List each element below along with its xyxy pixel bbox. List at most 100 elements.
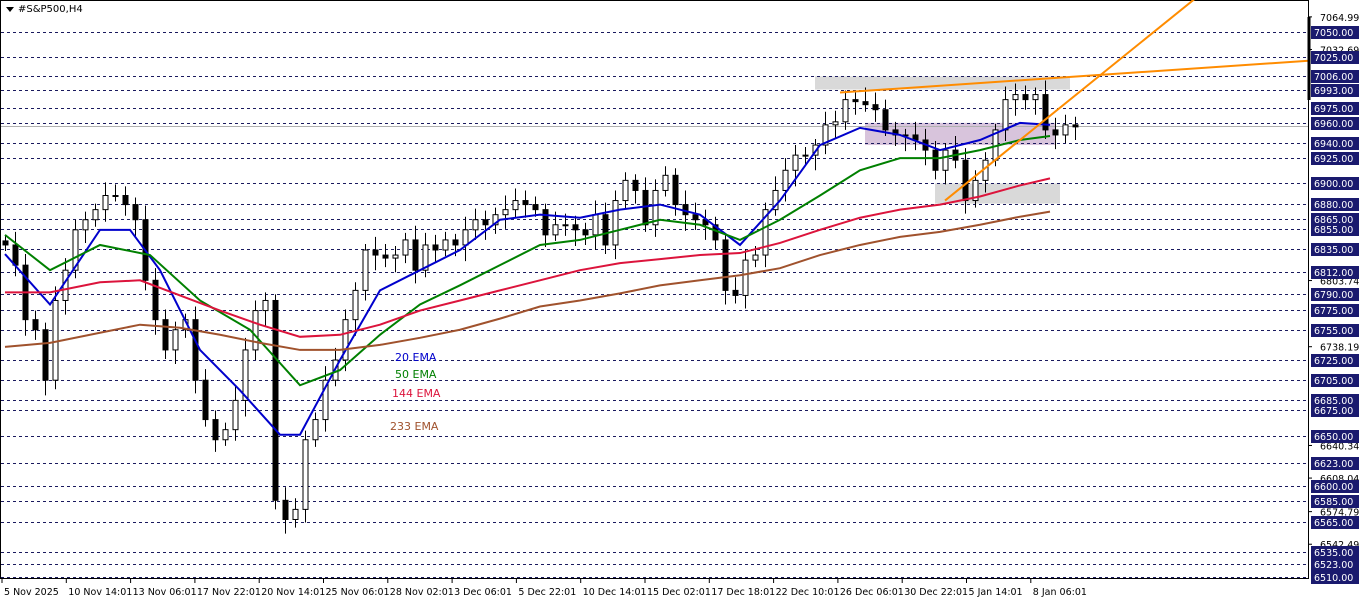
- candle: [602, 202, 609, 255]
- zone-rect-0: [815, 76, 1070, 90]
- level-label-box: [1311, 394, 1359, 407]
- candle: [722, 233, 729, 305]
- candle-body: [232, 399, 239, 431]
- level-label-box: [1311, 304, 1359, 317]
- candle-body: [722, 239, 729, 291]
- candle: [1062, 114, 1069, 144]
- candle-body: [762, 209, 769, 256]
- plot-frame: [0, 0, 1309, 579]
- level-label-box: [1311, 571, 1359, 584]
- candle-body: [622, 179, 629, 202]
- candle: [1072, 116, 1079, 140]
- candle: [542, 203, 549, 247]
- ema-label: 233 EMA: [390, 420, 439, 433]
- candle-body: [802, 154, 809, 157]
- level-price-label: 6975.00: [1311, 102, 1359, 115]
- level-label-text: 6755.00: [1314, 326, 1353, 337]
- candle: [242, 337, 249, 417]
- level-price-label: 7025.00: [1311, 51, 1359, 64]
- level-label-text: 6725.00: [1314, 356, 1353, 367]
- level-price-label: 7050.00: [1311, 26, 1359, 39]
- candle: [842, 90, 849, 130]
- candle-body: [282, 499, 289, 520]
- level-label-box: [1311, 137, 1359, 150]
- candle-body: [1012, 94, 1019, 101]
- level-label-text: 6975.00: [1314, 104, 1353, 115]
- level-label-box: [1311, 374, 1359, 387]
- candle-body: [242, 349, 249, 401]
- candle-body: [222, 429, 229, 441]
- candle: [292, 498, 299, 528]
- level-label-box: [1311, 117, 1359, 130]
- candle: [632, 174, 639, 204]
- level-label-box: [1311, 26, 1359, 39]
- candle-body: [202, 379, 209, 421]
- candle-body: [582, 229, 589, 236]
- level-price-label: 6585.00: [1311, 495, 1359, 508]
- candle-body: [92, 209, 99, 221]
- candle-body: [352, 289, 359, 321]
- candle-body: [82, 219, 89, 231]
- level-label-box: [1311, 404, 1359, 417]
- level-price-label: 6535.00: [1311, 546, 1359, 559]
- level-price-label: 6650.00: [1311, 430, 1359, 443]
- candle-body: [552, 224, 559, 236]
- candle: [962, 148, 969, 214]
- ema-label: 50 EMA: [395, 368, 437, 381]
- candle-body: [212, 419, 219, 441]
- level-label-text: 6623.00: [1314, 459, 1353, 470]
- level-label-box: [1311, 516, 1359, 529]
- candle-body: [312, 419, 319, 441]
- level-label-box: [1311, 223, 1359, 236]
- candle: [492, 207, 499, 234]
- chart-title: #S&P500,H4: [6, 4, 83, 15]
- candle-body: [402, 239, 409, 256]
- candle: [482, 210, 489, 240]
- candle: [52, 286, 59, 390]
- candle-body: [382, 254, 389, 259]
- candle: [692, 202, 699, 230]
- level-price-label: 6993.00: [1311, 84, 1359, 97]
- candle: [362, 243, 369, 301]
- candle: [872, 92, 879, 122]
- candle-body: [502, 209, 509, 216]
- time-tick-label: 5 Nov 2025: [4, 587, 59, 598]
- triangle-down-icon[interactable]: [6, 7, 14, 12]
- candle: [712, 216, 719, 249]
- candle-body: [632, 179, 639, 191]
- level-label-box: [1311, 266, 1359, 279]
- candle-body: [432, 244, 439, 251]
- price-scale-label: 6803.74: [1320, 277, 1359, 288]
- candle-body: [592, 214, 599, 236]
- price-scale-label: 7064.99: [1320, 13, 1359, 24]
- level-label-text: 7006.00: [1314, 72, 1353, 83]
- candle-body: [42, 329, 49, 381]
- candle-body: [1042, 94, 1049, 131]
- level-label-text: 6812.00: [1314, 268, 1353, 279]
- candle-body: [372, 249, 379, 256]
- candle: [192, 306, 199, 394]
- time-tick-label: 28 Nov 02:01: [390, 587, 454, 598]
- candle-body: [692, 214, 699, 221]
- candle-body: [872, 104, 879, 111]
- candle: [162, 309, 169, 360]
- candle: [32, 310, 39, 340]
- time-tick-label: 8 Jan 06:01: [1033, 587, 1087, 598]
- level-price-label: 6510.00: [1311, 571, 1359, 584]
- level-price-label: 7006.00: [1311, 70, 1359, 83]
- level-price-label: 6725.00: [1311, 354, 1359, 367]
- ema-line-144-ema: [5, 177, 1051, 338]
- candle: [1042, 80, 1049, 139]
- candle: [652, 179, 659, 237]
- candle: [232, 386, 239, 441]
- level-label-text: 6650.00: [1314, 432, 1353, 443]
- level-label-box: [1311, 480, 1359, 493]
- candle-body: [342, 319, 349, 361]
- level-price-label: 6523.00: [1311, 558, 1359, 571]
- candle: [282, 487, 289, 534]
- candle-body: [532, 204, 539, 211]
- candle: [502, 195, 509, 229]
- candle-body: [52, 299, 59, 381]
- candle: [112, 184, 119, 202]
